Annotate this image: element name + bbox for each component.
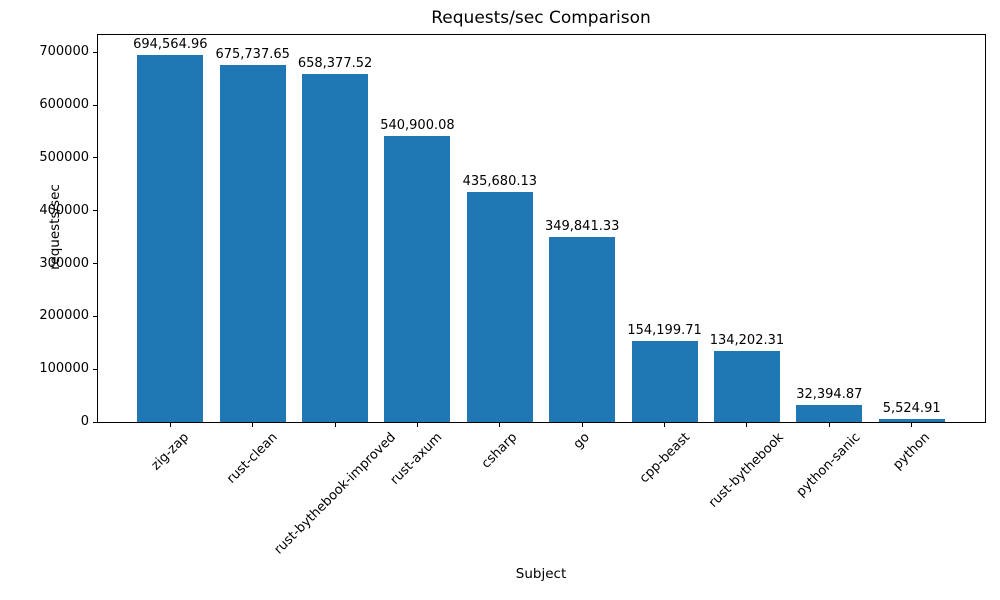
bar	[878, 419, 945, 422]
x-tick	[911, 423, 913, 427]
bar	[796, 404, 863, 422]
bar-value-label: 349,841.33	[544, 219, 620, 235]
x-tick-label: csharp	[478, 430, 521, 472]
y-tick-label: 400000	[39, 202, 89, 218]
y-tick-label: 100000	[39, 361, 89, 377]
bar	[137, 55, 204, 422]
chart-title: Requests/sec Comparison	[431, 8, 651, 28]
y-tick-label: 200000	[39, 308, 89, 324]
bar-value-label: 154,199.71	[627, 322, 702, 338]
x-tick-label: rust-bythebook-improved	[271, 430, 399, 558]
x-tick	[828, 423, 830, 427]
bar	[384, 136, 451, 422]
x-tick-label: cpp-beast	[636, 430, 693, 487]
x-tick	[416, 423, 418, 427]
x-tick	[252, 423, 254, 427]
bar	[631, 340, 698, 422]
x-tick	[581, 423, 583, 427]
y-tick-label: 500000	[39, 149, 89, 165]
bar-value-label: 658,377.52	[297, 56, 373, 72]
x-tick-label: rust-bythebook	[706, 430, 788, 511]
bar	[466, 191, 533, 422]
x-tick-label: python-sanic	[793, 430, 864, 500]
x-tick	[169, 423, 171, 427]
bar	[302, 74, 368, 422]
axis-spine-right	[985, 34, 986, 423]
x-tick	[746, 423, 748, 427]
y-tick	[93, 263, 97, 265]
bar-value-label: 694,564.96	[133, 37, 208, 53]
axis-spine-left	[97, 34, 98, 423]
y-tick-label: 600000	[39, 97, 89, 113]
axis-spine-top	[97, 34, 986, 35]
x-tick	[664, 423, 666, 427]
axis-spine-bottom	[97, 422, 986, 423]
x-tick	[334, 423, 336, 427]
y-tick	[93, 157, 97, 159]
y-tick-label: 700000	[39, 44, 89, 60]
y-tick	[93, 104, 97, 106]
x-tick	[499, 423, 501, 427]
x-tick-label: zig-zap	[148, 430, 192, 474]
bar-value-label: 32,394.87	[796, 386, 863, 402]
bar-value-label: 5,524.91	[882, 401, 941, 417]
bar-value-label: 540,900.08	[380, 118, 455, 134]
y-tick-label: 0	[80, 414, 89, 429]
bar	[549, 237, 616, 422]
bar-value-label: 675,737.65	[215, 47, 290, 63]
y-tick	[93, 51, 97, 53]
y-tick	[93, 210, 97, 212]
x-tick-label: rust-clean	[224, 430, 281, 487]
y-tick	[93, 315, 97, 317]
bar-value-label: 134,202.31	[709, 333, 785, 349]
x-tick-label: python	[890, 430, 934, 473]
y-tick-label: 300000	[39, 255, 89, 271]
x-axis-label: Subject	[515, 566, 567, 582]
y-tick	[93, 368, 97, 370]
bar	[219, 65, 286, 422]
bar	[713, 351, 780, 422]
y-tick	[93, 421, 97, 423]
bar-value-label: 435,680.13	[462, 173, 538, 189]
x-tick-label: go	[570, 430, 593, 453]
